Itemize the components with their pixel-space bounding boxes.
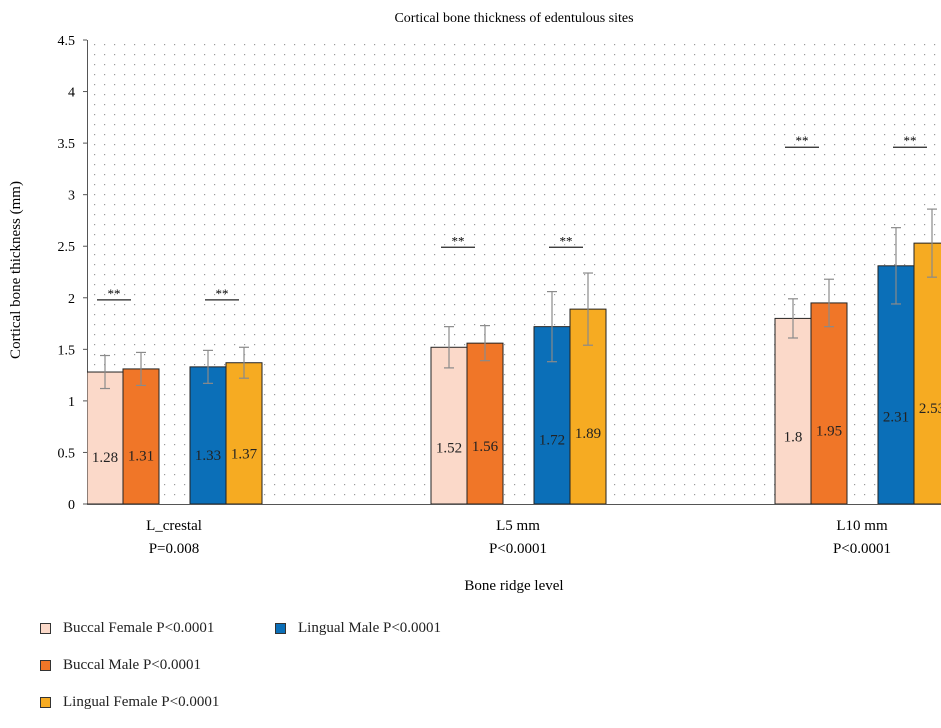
y-tick-label: 3.5 (58, 137, 76, 152)
legend-item-buccal-female: Buccal Female P<0.0001 (40, 620, 214, 637)
data-label: 1.33 (195, 448, 221, 464)
data-label: 1.89 (575, 426, 601, 442)
data-label: 1.95 (816, 424, 842, 440)
legend-item-lingual-male: Lingual Male P<0.0001 (275, 620, 441, 637)
bar-buccal-female-l5-mm (430, 346, 468, 504)
x-category-pvalue: P<0.0001 (833, 541, 891, 557)
y-axis-label: Cortical bone thickness (mm) (8, 181, 24, 359)
x-category-pvalue: P=0.008 (149, 541, 200, 557)
legend-swatch-buccal-male (40, 660, 51, 671)
data-label: 1.56 (472, 439, 499, 455)
y-tick-label: 1 (68, 395, 75, 410)
y-tick-label: 0.5 (58, 446, 76, 461)
data-label: 1.8 (784, 429, 803, 445)
significance-marker: ** (904, 133, 917, 148)
significance-marker: ** (108, 286, 121, 301)
y-ticks: 0 0.5 1 1.5 2 2.5 3 3.5 4 4.5 (58, 34, 87, 513)
data-label: 1.28 (92, 450, 118, 466)
bar-buccal-female-l-crestal (87, 371, 124, 504)
y-tick-label: 2.5 (58, 240, 76, 255)
data-label: 1.52 (436, 440, 462, 456)
legend-label-buccal-male: Buccal Male P<0.0001 (63, 657, 202, 673)
significance-marker: ** (560, 233, 573, 248)
data-label: 2.53 (919, 401, 941, 417)
bar-lingual-male-l10-mm (877, 265, 915, 504)
bars-layer: 1.28 1.31 1.33 1.37 1.52 1.56 1.72 1.89 1.8 1.95 2… (87, 133, 941, 504)
bar-buccal-male-l5-mm (466, 342, 504, 504)
bar-lingual-female-l10-mm (913, 242, 941, 504)
bar-buccal-male-l10-mm (810, 302, 848, 504)
y-tick-label: 3 (68, 189, 75, 204)
y-tick-label: 4.5 (58, 34, 76, 49)
x-categories: L_crestal P=0.008 L5 mm P<0.0001 L10 mm P<0.0… (146, 518, 891, 557)
chart-title: Cortical bone thickness of edentulous si… (394, 11, 633, 26)
y-tick-label: 1.5 (58, 343, 76, 358)
significance-marker: ** (216, 286, 229, 301)
significance-marker: ** (452, 233, 465, 248)
legend-label-lingual-male: Lingual Male P<0.0001 (298, 620, 442, 636)
y-tick-label: 2 (68, 292, 75, 307)
legend-label-buccal-female: Buccal Female P<0.0001 (63, 620, 215, 636)
legend-swatch-buccal-female (40, 623, 51, 634)
legend-item-lingual-female: Lingual Female P<0.0001 (40, 694, 219, 711)
significance-marker: ** (796, 133, 809, 148)
legend-label-lingual-female: Lingual Female P<0.0001 (63, 694, 220, 710)
x-axis-label: Bone ridge level (464, 578, 563, 594)
legend-swatch-lingual-male (275, 623, 286, 634)
bar-buccal-female-l10-mm (774, 317, 812, 504)
y-tick-label: 0 (68, 498, 75, 513)
legend-item-buccal-male: Buccal Male P<0.0001 (40, 657, 201, 674)
x-category-label: L5 mm (496, 518, 540, 534)
bar-lingual-female-l-crestal (225, 362, 263, 504)
data-label: 1.31 (128, 449, 154, 465)
y-tick-label: 4 (68, 86, 75, 101)
x-category-label: L_crestal (146, 518, 202, 534)
bar-lingual-male-l-crestal (189, 366, 227, 504)
x-category-pvalue: P<0.0001 (489, 541, 547, 557)
data-label: 1.37 (231, 446, 258, 462)
bar-buccal-male-l-crestal (122, 368, 160, 504)
legend-swatch-lingual-female (40, 697, 51, 708)
legend: Buccal Female P<0.0001 Lingual Male P<0.… (40, 620, 740, 720)
data-label: 1.72 (539, 433, 565, 449)
data-label: 2.31 (883, 409, 909, 425)
x-category-label: L10 mm (836, 518, 888, 534)
